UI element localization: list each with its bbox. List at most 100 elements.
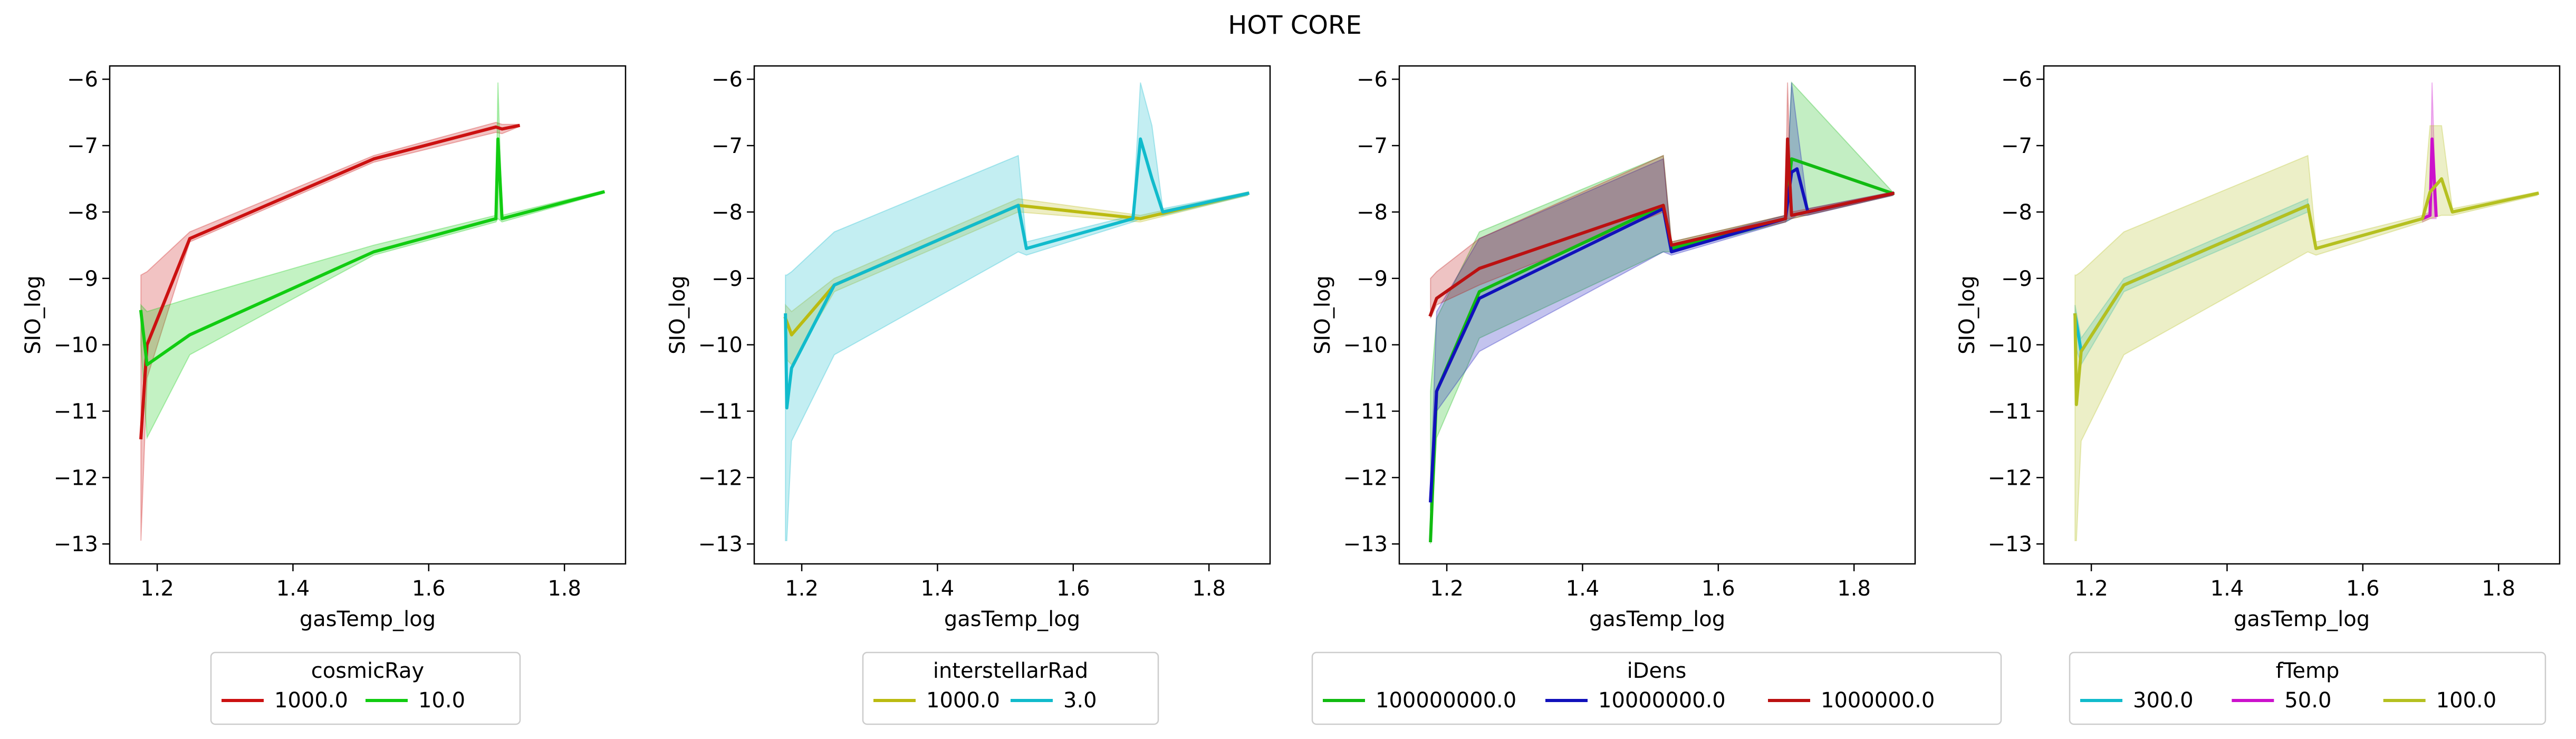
confidence-band-3 bbox=[2074, 125, 2538, 541]
x-tick-label: 1.2 bbox=[140, 577, 174, 601]
series-line-2 bbox=[1429, 167, 1895, 503]
y-tick-label: −9 bbox=[712, 267, 743, 291]
legend-entry-1: 1000.0 bbox=[926, 688, 1000, 713]
y-tick-label: −11 bbox=[54, 400, 98, 424]
y-tick-label: −11 bbox=[1343, 400, 1388, 424]
y-axis-label: SIO_log bbox=[1955, 275, 1979, 354]
plot-area bbox=[139, 82, 605, 541]
x-tick-label: 1.6 bbox=[2346, 577, 2380, 601]
confidence-band-2 bbox=[785, 82, 1248, 541]
y-axis-label: SIO_log bbox=[1311, 275, 1335, 354]
x-axis-label: gasTemp_log bbox=[2234, 607, 2370, 631]
legend-title: interstellarRad bbox=[933, 659, 1088, 683]
confidence-band-2 bbox=[140, 82, 604, 440]
y-tick-label: −11 bbox=[1988, 400, 2032, 424]
y-axis-label: SIO_log bbox=[21, 275, 45, 354]
legend: iDens 100000000.0 10000000.0 1000000.0 bbox=[1311, 651, 2002, 725]
y-tick-label: −13 bbox=[1988, 532, 2032, 556]
y-tick-label: −13 bbox=[1343, 532, 1388, 556]
legend: interstellarRad 1000.0 3.0 bbox=[862, 651, 1159, 725]
axes-frame bbox=[753, 65, 1271, 565]
x-axis-label: gasTemp_log bbox=[1589, 607, 1725, 631]
y-tick-label: −8 bbox=[1357, 200, 1388, 225]
y-tick-label: −9 bbox=[67, 267, 98, 291]
y-tick-label: −13 bbox=[54, 532, 98, 556]
legend-entry-3: 1000000.0 bbox=[1821, 688, 1935, 713]
legend-entry-1: 300.0 bbox=[2133, 688, 2194, 713]
x-tick-label: 1.4 bbox=[1566, 577, 1600, 601]
legend-box bbox=[210, 651, 521, 725]
y-tick-label: −12 bbox=[1343, 466, 1388, 490]
x-axis-label: gasTemp_log bbox=[300, 607, 436, 631]
x-tick-label: 1.2 bbox=[1430, 577, 1464, 601]
x-tick-label: 1.2 bbox=[785, 577, 819, 601]
plot-area bbox=[783, 82, 1250, 541]
y-tick-label: −10 bbox=[1988, 333, 2032, 358]
legend-entry-2: 3.0 bbox=[1063, 688, 1097, 713]
y-tick-label: −6 bbox=[2001, 68, 2032, 92]
axes-frame bbox=[2043, 65, 2561, 565]
legend: cosmicRay 1000.0 10.0 bbox=[210, 651, 521, 725]
series-line-1 bbox=[139, 123, 521, 440]
subplot-4: −13 −12 −11 −10 −9 −8 −7 −6 1.2 1.4 1.6 1.8 gasTemp_… bbox=[1955, 65, 2561, 725]
series-line-3 bbox=[2073, 177, 2540, 406]
subplot-2: −13 −12 −11 −10 −9 −8 −7 −6 1.2 1.4 1.6 1.8 gasTemp_… bbox=[666, 65, 1271, 725]
legend-entry-2: 50.0 bbox=[2284, 688, 2331, 713]
y-tick-label: −9 bbox=[1357, 267, 1388, 291]
legend-title: iDens bbox=[1627, 659, 1687, 683]
x-tick-label: 1.8 bbox=[2482, 577, 2515, 601]
legend-box bbox=[2069, 651, 2546, 725]
y-tick-label: −9 bbox=[2001, 267, 2032, 291]
x-tick-label: 1.6 bbox=[1056, 577, 1090, 601]
y-tick-label: −7 bbox=[712, 134, 743, 158]
legend-box bbox=[862, 651, 1159, 725]
plot-area bbox=[1428, 81, 1895, 544]
y-axis-label: SIO_log bbox=[666, 275, 690, 354]
legend-box bbox=[1311, 651, 2002, 725]
x-tick-label: 1.4 bbox=[921, 577, 955, 601]
subplot-3: −13 −12 −11 −10 −9 −8 −7 −6 1.2 1.4 1.6 1.8 gasTemp_… bbox=[1311, 65, 2002, 725]
x-axis-label: gasTemp_log bbox=[944, 607, 1080, 631]
y-tick-label: −13 bbox=[698, 532, 743, 556]
series-line-2 bbox=[2420, 137, 2438, 221]
y-tick-label: −7 bbox=[2001, 134, 2032, 158]
confidence-band-2 bbox=[1430, 82, 1893, 511]
y-tick-label: −12 bbox=[698, 466, 743, 490]
series-line-3 bbox=[1428, 137, 1895, 317]
legend: fTemp 300.0 50.0 100.0 bbox=[2069, 651, 2546, 725]
x-tick-label: 1.4 bbox=[276, 577, 310, 601]
x-tick-label: 1.6 bbox=[412, 577, 446, 601]
series-line-2 bbox=[784, 137, 1250, 410]
axes-frame bbox=[1398, 65, 1916, 565]
confidence-band-3 bbox=[1430, 82, 1893, 319]
y-tick-label: −8 bbox=[2001, 200, 2032, 225]
legend-entry-1: 1000.0 bbox=[274, 688, 348, 713]
legend-entry-2: 10000000.0 bbox=[1598, 688, 1726, 713]
x-tick-label: 1.8 bbox=[547, 577, 581, 601]
x-tick-label: 1.2 bbox=[2074, 577, 2108, 601]
figure-title: HOT CORE bbox=[1228, 11, 1361, 40]
y-tick-label: −7 bbox=[67, 134, 98, 158]
legend-entry-3: 100.0 bbox=[2436, 688, 2497, 713]
axes-frame bbox=[109, 65, 627, 565]
confidence-band-1 bbox=[1430, 81, 1893, 544]
subplot-1: −13 −12 −11 −10 −9 −8 −7 −6 1.2 1.4 1.6 1.8 gasTemp_… bbox=[21, 65, 627, 725]
x-tick-label: 1.6 bbox=[1702, 577, 1735, 601]
y-tick-label: −10 bbox=[54, 333, 98, 358]
legend-title: cosmicRay bbox=[311, 659, 424, 683]
y-tick-label: −12 bbox=[1988, 466, 2032, 490]
y-tick-label: −12 bbox=[54, 466, 98, 490]
y-tick-label: −7 bbox=[1357, 134, 1388, 158]
y-tick-label: −8 bbox=[67, 200, 98, 225]
y-tick-label: −6 bbox=[67, 68, 98, 92]
legend-title: fTemp bbox=[2276, 659, 2340, 683]
y-tick-label: −6 bbox=[1357, 68, 1388, 92]
y-tick-label: −8 bbox=[712, 200, 743, 225]
series-line-2 bbox=[139, 137, 605, 367]
x-tick-label: 1.8 bbox=[1192, 577, 1226, 601]
subplot-grid: −13 −12 −11 −10 −9 −8 −7 −6 1.2 1.4 1.6 1.8 gasTemp_… bbox=[21, 65, 2561, 725]
y-tick-label: −10 bbox=[1343, 333, 1388, 358]
y-tick-label: −11 bbox=[698, 400, 743, 424]
x-tick-label: 1.8 bbox=[1837, 577, 1871, 601]
